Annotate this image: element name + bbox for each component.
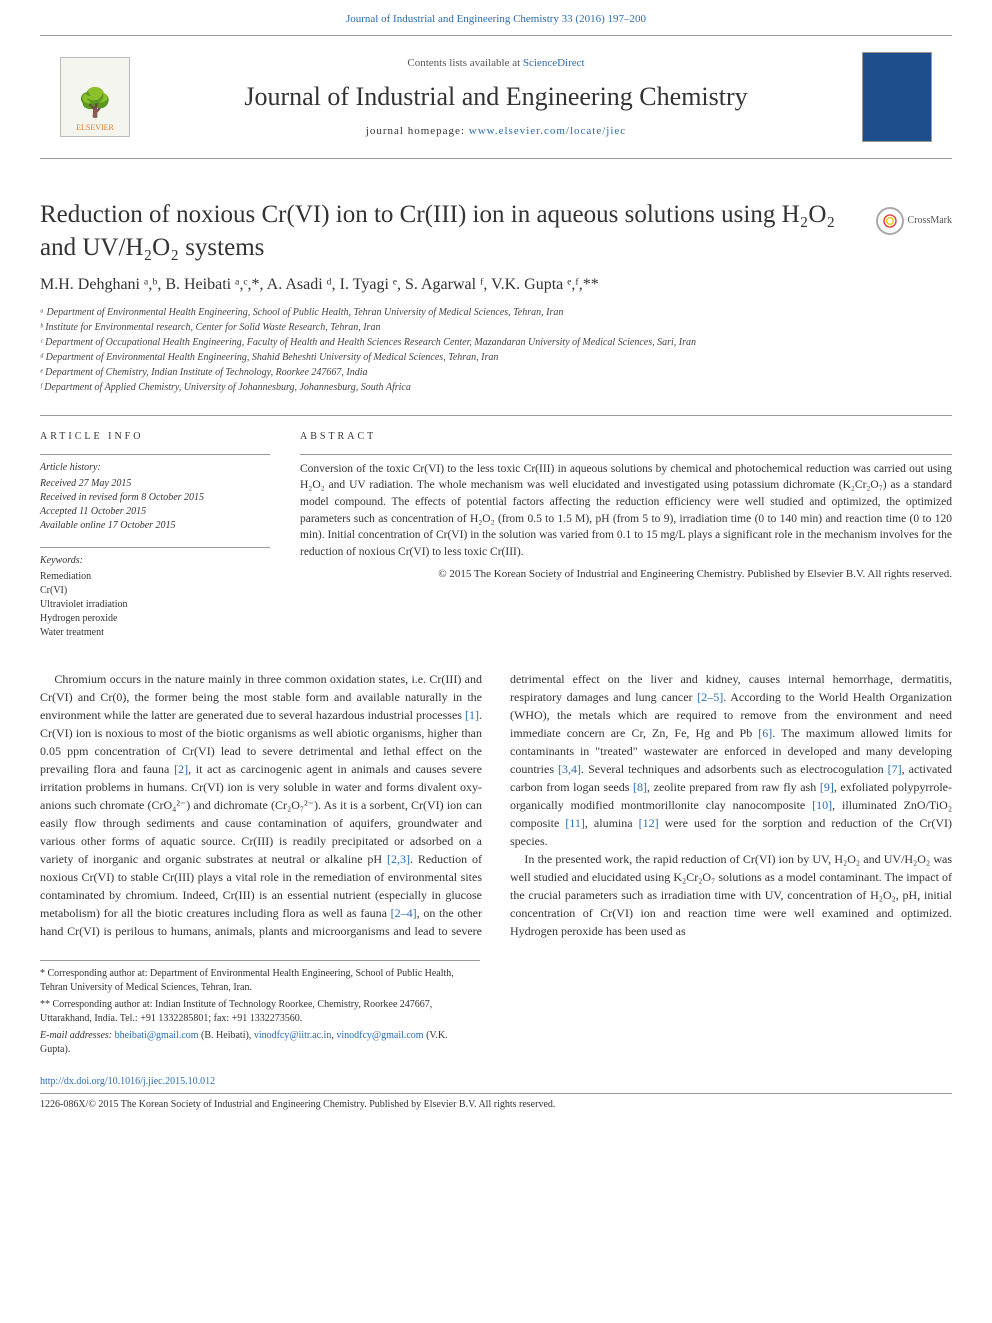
keywords-label: Keywords: <box>40 554 270 568</box>
top-citation-link: Journal of Industrial and Engineering Ch… <box>0 0 992 35</box>
citation-link[interactable]: [12] <box>639 816 659 830</box>
crossmark-badge[interactable]: CrossMark <box>876 207 952 235</box>
footnote-corr1: * Corresponding author at: Department of… <box>40 967 480 995</box>
abstract-heading: ABSTRACT <box>300 430 952 444</box>
body-text: Chromium occurs in the nature mainly in … <box>40 670 952 940</box>
doi-link[interactable]: http://dx.doi.org/10.1016/j.jiec.2015.10… <box>40 1076 215 1087</box>
affiliation: ᵇ Institute for Environmental research, … <box>40 320 952 335</box>
article-info-column: ARTICLE INFO Article history: Received 2… <box>40 430 270 640</box>
email-link[interactable]: vinodfcy@gmail.com <box>336 1030 423 1041</box>
keywords-block: Keywords: Remediation Cr(VI) Ultraviolet… <box>40 547 270 640</box>
citation-link[interactable]: [2–4] <box>391 906 417 920</box>
history-item: Accepted 11 October 2015 <box>40 505 270 519</box>
abstract-copyright: © 2015 The Korean Society of Industrial … <box>300 567 952 582</box>
journal-header: 🌳 ELSEVIER Contents lists available at S… <box>40 35 952 159</box>
keyword: Water treatment <box>40 626 270 640</box>
bottom-copyright: 1226-086X/© 2015 The Korean Society of I… <box>40 1093 952 1112</box>
authors-list: M.H. Dehghani ᵃ,ᵇ, B. Heibati ᵃ,ᶜ,*, A. … <box>40 274 952 296</box>
contents-prefix: Contents lists available at <box>407 57 522 69</box>
homepage-line: journal homepage: www.elsevier.com/locat… <box>150 124 842 139</box>
article-history: Article history: Received 27 May 2015 Re… <box>40 454 270 533</box>
citation-link[interactable]: [11] <box>565 816 585 830</box>
body-paragraph: In the presented work, the rapid reducti… <box>510 850 952 940</box>
keyword: Remediation <box>40 570 270 584</box>
elsevier-wordmark: ELSEVIER <box>76 122 114 133</box>
journal-cover-thumb <box>862 52 932 142</box>
elsevier-tree-icon: 🌳 <box>78 90 113 118</box>
elsevier-logo: 🌳 ELSEVIER <box>60 57 130 137</box>
affiliation: ᵉ Department of Chemistry, Indian Instit… <box>40 365 952 380</box>
citation-link[interactable]: [8] <box>633 780 647 794</box>
sciencedirect-link[interactable]: ScienceDirect <box>523 57 585 69</box>
footnote-corr2: ** Corresponding author at: Indian Insti… <box>40 998 480 1026</box>
keyword: Cr(VI) <box>40 584 270 598</box>
contents-line: Contents lists available at ScienceDirec… <box>150 56 842 71</box>
history-label: Article history: <box>40 461 270 475</box>
citation-link[interactable]: [10] <box>812 798 832 812</box>
journal-name: Journal of Industrial and Engineering Ch… <box>150 79 842 115</box>
affiliations: ᵃ Department of Environmental Health Eng… <box>40 305 952 395</box>
article-info-heading: ARTICLE INFO <box>40 430 270 444</box>
keyword: Ultraviolet irradiation <box>40 598 270 612</box>
doi-line: http://dx.doi.org/10.1016/j.jiec.2015.10… <box>40 1075 952 1089</box>
crossmark-icon <box>876 207 904 235</box>
citation-link[interactable]: [6] <box>758 726 772 740</box>
homepage-link[interactable]: www.elsevier.com/locate/jiec <box>469 125 626 137</box>
article-title: Reduction of noxious Cr(VI) ion to Cr(II… <box>40 199 860 264</box>
abstract-column: ABSTRACT Conversion of the toxic Cr(VI) … <box>300 430 952 640</box>
citation-link[interactable]: [1] <box>465 708 479 722</box>
history-item: Available online 17 October 2015 <box>40 519 270 533</box>
history-item: Received in revised form 8 October 2015 <box>40 491 270 505</box>
journal-citation[interactable]: Journal of Industrial and Engineering Ch… <box>346 13 646 25</box>
crossmark-label: CrossMark <box>908 214 952 228</box>
homepage-prefix: journal homepage: <box>366 125 469 137</box>
email-link[interactable]: bheibati@gmail.com <box>115 1030 199 1041</box>
citation-link[interactable]: [9] <box>820 780 834 794</box>
footnote-emails: E-mail addresses: bheibati@gmail.com (B.… <box>40 1029 480 1057</box>
keyword: Hydrogen peroxide <box>40 612 270 626</box>
citation-link[interactable]: [7] <box>888 762 902 776</box>
citation-link[interactable]: [2] <box>174 762 188 776</box>
citation-link[interactable]: [2–5] <box>697 690 723 704</box>
affiliation: ᶠ Department of Applied Chemistry, Unive… <box>40 380 952 395</box>
affiliation: ᶜ Department of Occupational Health Engi… <box>40 335 952 350</box>
history-item: Received 27 May 2015 <box>40 477 270 491</box>
citation-link[interactable]: [3,4] <box>558 762 581 776</box>
affiliation: ᵃ Department of Environmental Health Eng… <box>40 305 952 320</box>
email-link[interactable]: vinodfcy@iitr.ac.in <box>254 1030 332 1041</box>
affiliation: ᵈ Department of Environmental Health Eng… <box>40 350 952 365</box>
header-center: Contents lists available at ScienceDirec… <box>150 56 842 139</box>
corresponding-footnotes: * Corresponding author at: Department of… <box>40 960 480 1057</box>
abstract-text: Conversion of the toxic Cr(VI) to the le… <box>300 454 952 561</box>
citation-link[interactable]: [2,3] <box>387 852 410 866</box>
